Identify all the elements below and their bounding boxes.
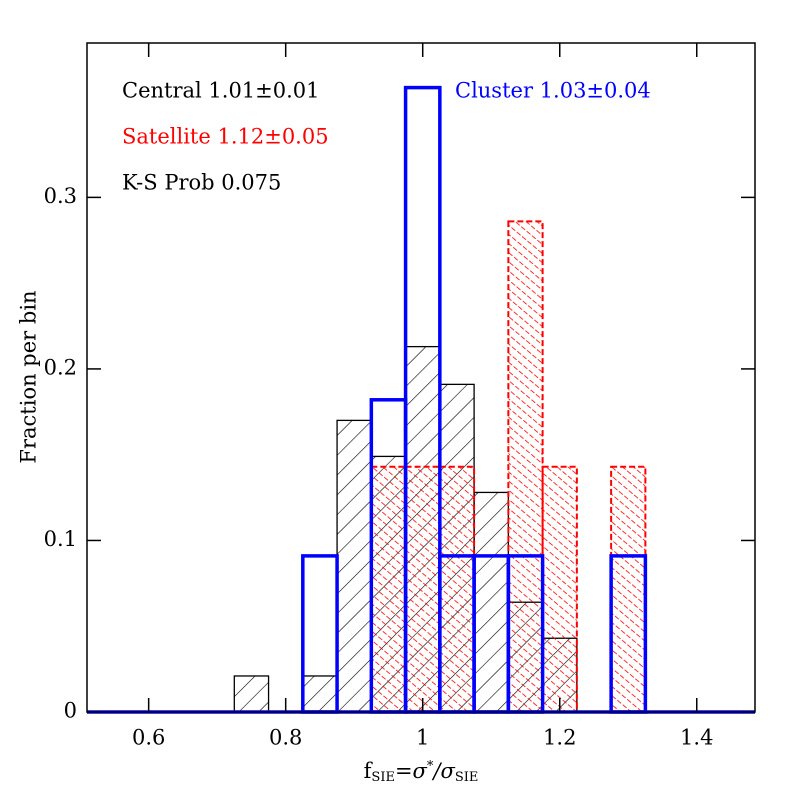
y-axis-label: Fraction per bin [17,290,41,463]
legend-entry: Central 1.01±0.01 [122,79,320,103]
bar [610,465,647,714]
bar [336,419,372,713]
bar [541,465,578,714]
annotation: K-S Prob 0.075 [122,171,281,195]
y-tick-label: 0.3 [44,184,77,208]
bar [438,465,476,714]
x-tick-label: 1.2 [543,726,576,750]
bar [404,465,441,714]
bar [507,220,544,713]
x-tick-label: 0.6 [132,726,165,750]
bar [370,465,407,714]
bar [302,675,338,713]
legend-entry: Satellite 1.12±0.05 [122,125,329,149]
y-tick-label: 0.2 [44,355,77,379]
x-tick-label: 1.4 [680,726,713,750]
bar [473,491,510,713]
legend-entry: Cluster 1.03±0.04 [455,79,651,103]
x-tick-label: 1 [416,726,429,750]
x-tick-label: 0.8 [269,726,302,750]
x-axis-label: fSIE=σ*/σSIE [364,759,479,785]
plot-frame [86,42,756,713]
y-tick-label: 0 [64,699,77,723]
bar [233,675,270,713]
y-tick-label: 0.1 [44,527,77,551]
